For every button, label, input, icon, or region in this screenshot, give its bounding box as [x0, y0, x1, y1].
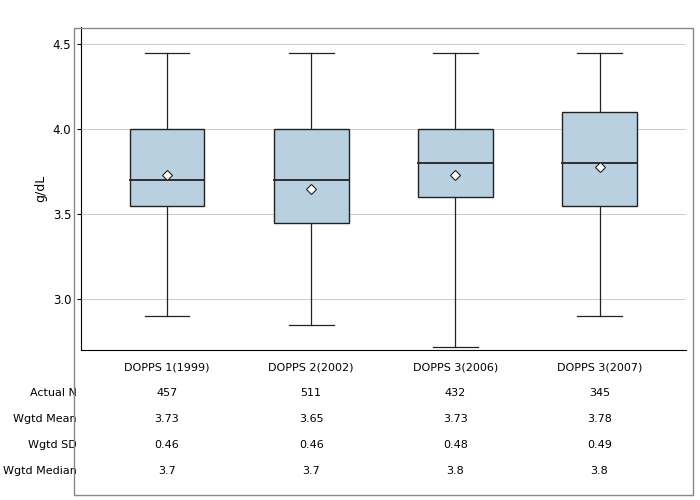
Bar — [562, 112, 637, 206]
Text: 457: 457 — [156, 388, 178, 398]
Text: 3.7: 3.7 — [302, 466, 320, 476]
Text: 0.46: 0.46 — [299, 440, 323, 450]
Text: DOPPS 3(2007): DOPPS 3(2007) — [556, 362, 642, 372]
Text: DOPPS 2(2002): DOPPS 2(2002) — [268, 362, 354, 372]
Text: DOPPS 3(2006): DOPPS 3(2006) — [413, 362, 498, 372]
Text: 3.65: 3.65 — [299, 414, 323, 424]
Text: Wgtd SD: Wgtd SD — [28, 440, 77, 450]
Bar — [418, 130, 493, 197]
Text: Actual N: Actual N — [30, 388, 77, 398]
Text: 3.73: 3.73 — [443, 414, 468, 424]
Text: 3.7: 3.7 — [158, 466, 176, 476]
Text: Wgtd Mean: Wgtd Mean — [13, 414, 77, 424]
Text: 0.48: 0.48 — [443, 440, 468, 450]
Text: 345: 345 — [589, 388, 610, 398]
Text: 432: 432 — [444, 388, 466, 398]
Text: 3.8: 3.8 — [591, 466, 608, 476]
Bar — [130, 130, 204, 206]
Y-axis label: g/dL: g/dL — [34, 175, 48, 203]
Text: 3.73: 3.73 — [155, 414, 179, 424]
Text: 0.49: 0.49 — [587, 440, 612, 450]
Text: 511: 511 — [301, 388, 322, 398]
Text: 3.8: 3.8 — [447, 466, 464, 476]
Bar — [274, 130, 349, 222]
Text: DOPPS 1(1999): DOPPS 1(1999) — [125, 362, 210, 372]
Text: 0.46: 0.46 — [155, 440, 179, 450]
Text: Wgtd Median: Wgtd Median — [3, 466, 77, 476]
Text: 3.78: 3.78 — [587, 414, 612, 424]
